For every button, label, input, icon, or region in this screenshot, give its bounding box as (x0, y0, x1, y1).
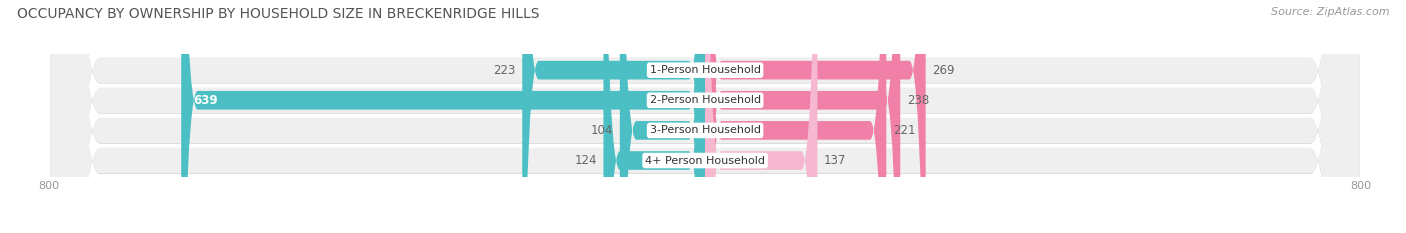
Text: 269: 269 (932, 64, 955, 77)
FancyBboxPatch shape (181, 0, 706, 233)
Text: 223: 223 (494, 64, 516, 77)
Text: 639: 639 (194, 94, 218, 107)
Text: 137: 137 (824, 154, 846, 167)
Text: Source: ZipAtlas.com: Source: ZipAtlas.com (1271, 7, 1389, 17)
FancyBboxPatch shape (51, 0, 1360, 233)
FancyBboxPatch shape (522, 0, 706, 233)
FancyBboxPatch shape (706, 0, 817, 233)
FancyBboxPatch shape (706, 0, 886, 233)
FancyBboxPatch shape (620, 0, 706, 233)
FancyBboxPatch shape (51, 0, 1360, 233)
Text: 4+ Person Household: 4+ Person Household (645, 155, 765, 165)
Text: 124: 124 (575, 154, 598, 167)
Text: 2-Person Household: 2-Person Household (650, 95, 761, 105)
Text: 3-Person Household: 3-Person Household (650, 125, 761, 135)
FancyBboxPatch shape (51, 0, 1360, 233)
Text: 1-Person Household: 1-Person Household (650, 65, 761, 75)
Text: 104: 104 (591, 124, 613, 137)
FancyBboxPatch shape (51, 0, 1360, 233)
FancyBboxPatch shape (51, 0, 1360, 233)
Text: OCCUPANCY BY OWNERSHIP BY HOUSEHOLD SIZE IN BRECKENRIDGE HILLS: OCCUPANCY BY OWNERSHIP BY HOUSEHOLD SIZE… (17, 7, 540, 21)
Text: 238: 238 (907, 94, 929, 107)
FancyBboxPatch shape (706, 0, 925, 233)
FancyBboxPatch shape (603, 0, 706, 233)
FancyBboxPatch shape (51, 0, 1360, 233)
FancyBboxPatch shape (51, 0, 1360, 233)
Text: 221: 221 (893, 124, 915, 137)
FancyBboxPatch shape (51, 0, 1360, 233)
FancyBboxPatch shape (706, 0, 900, 233)
